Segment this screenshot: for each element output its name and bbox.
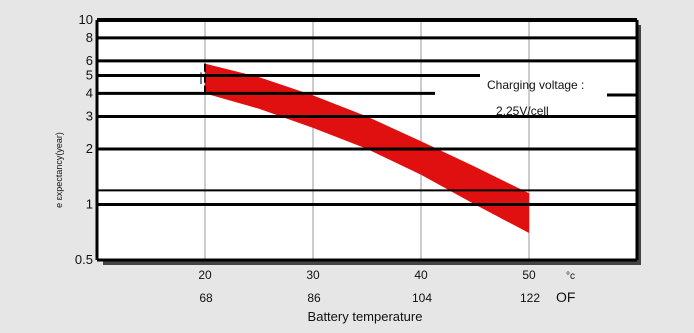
y-tick-label-1: 1 [86, 196, 93, 211]
y-tick-label-5: 5 [86, 68, 93, 83]
y-tick-label-0.5: 0.5 [75, 252, 93, 267]
y-tick-label-3: 3 [86, 108, 93, 123]
x-tick-celsius-50: 50 [522, 268, 536, 282]
band-start-bracket [200, 63, 206, 94]
y-axis-label: e ɛxpectancy(year) [54, 132, 64, 208]
y-tick-label-2: 2 [86, 141, 93, 156]
x-tick-fahrenheit-68: 68 [199, 291, 213, 305]
y-tick-labels: 10 8 65 4 3 2 1 0.5 [75, 12, 93, 267]
y-tick-label-4: 4 [86, 85, 93, 100]
x-axis-label: Battery temperature [308, 309, 423, 324]
y-tick-label-8: 8 [86, 30, 93, 45]
x-unit-celsius: °c [566, 271, 575, 282]
y-tick-label-10: 10 [79, 12, 93, 27]
x-tick-celsius-40: 40 [414, 268, 428, 282]
x-tick-fahrenheit-86: 86 [307, 291, 321, 305]
x-tick-labels: 20 68 30 86 40 104 50 122 [198, 268, 540, 305]
x-unit-fahrenheit: OF [556, 289, 575, 305]
charging-voltage-value: 2.25V/cell [496, 104, 549, 118]
x-tick-fahrenheit-122: 122 [520, 291, 540, 305]
charging-voltage-label: Charging voltage : [487, 78, 584, 92]
x-tick-celsius-30: 30 [306, 268, 320, 282]
y-tick-label-6: 6 [86, 53, 93, 68]
x-tick-fahrenheit-104: 104 [412, 291, 432, 305]
x-tick-celsius-20: 20 [198, 268, 212, 282]
horizontal-gridlines [95, 18, 639, 262]
